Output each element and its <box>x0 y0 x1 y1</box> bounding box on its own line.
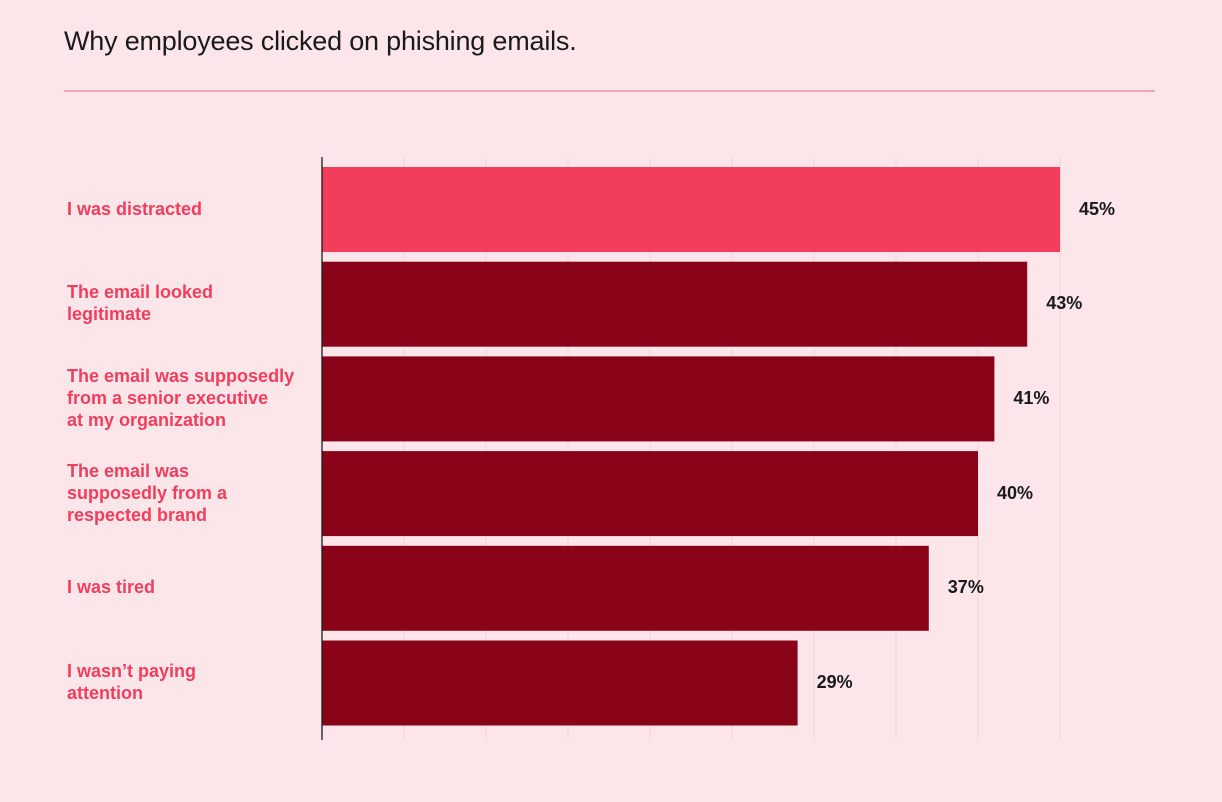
bars <box>322 167 1060 726</box>
bar <box>322 167 1060 252</box>
value-label: 40% <box>997 482 1034 503</box>
category-label: I wasn’t paying attention <box>67 661 197 703</box>
category-label: I was tired <box>67 577 156 598</box>
value-label: 45% <box>1079 198 1116 219</box>
bar <box>322 356 995 442</box>
bar <box>322 545 929 631</box>
bar <box>322 451 978 537</box>
chart-title: Why employees clicked on phishing emails… <box>64 26 577 56</box>
category-label: I was distracted <box>67 198 203 219</box>
title-divider <box>64 90 1155 92</box>
value-label: 37% <box>947 577 984 598</box>
value-label: 43% <box>1046 293 1083 314</box>
value-label: 29% <box>816 672 853 692</box>
bar <box>322 261 1028 347</box>
category-label: The email was supposedly from a respected … <box>67 460 228 525</box>
category-label: The email looked legitimate <box>67 282 214 325</box>
bar <box>322 640 798 726</box>
value-label: 41% <box>1013 387 1050 408</box>
category-label: The email was supposedly from a senior ex… <box>67 365 295 430</box>
